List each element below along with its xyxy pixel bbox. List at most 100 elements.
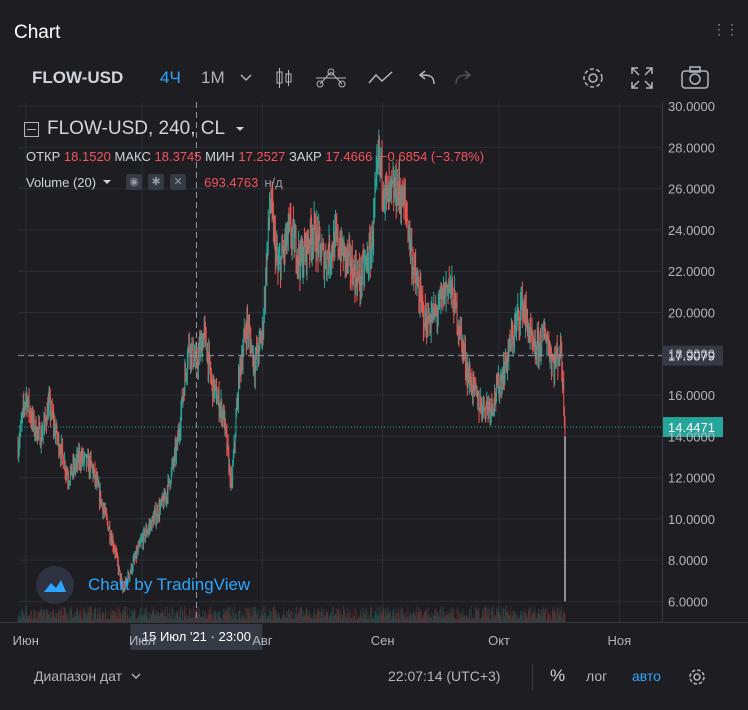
volume-bar: [555, 611, 556, 622]
candle-body: [268, 218, 270, 222]
candle-body: [493, 405, 495, 410]
volume-bar: [131, 610, 133, 622]
candle-body: [251, 345, 253, 347]
volume-bar: [452, 617, 454, 622]
auto-scale-toggle[interactable]: авто: [632, 668, 661, 684]
candle-body: [350, 271, 352, 273]
settings-small-icon[interactable]: ✱: [148, 174, 165, 190]
gear-icon[interactable]: [579, 64, 607, 92]
chart-settings-gear-icon[interactable]: [686, 666, 708, 688]
candle-body: [166, 493, 168, 500]
legend-title[interactable]: FLOW-USD, 240, CL: [47, 118, 226, 139]
interval-1m-button[interactable]: 1М: [201, 68, 225, 87]
percent-scale-toggle[interactable]: %: [550, 666, 566, 685]
eye-icon[interactable]: ◉: [126, 174, 143, 190]
collapse-legend-icon[interactable]: [24, 121, 39, 137]
volume-bar: [221, 618, 223, 622]
chevron-down-icon[interactable]: [239, 66, 253, 102]
candle-body: [495, 398, 497, 400]
volume-bar: [377, 615, 378, 622]
legend-menu-chevron-icon[interactable]: [233, 122, 247, 136]
volume-bar: [473, 618, 475, 622]
volume-bar: [487, 608, 488, 622]
volume-bar: [90, 606, 92, 622]
volume-menu-chevron-icon[interactable]: [102, 177, 112, 187]
candle-body: [104, 510, 106, 512]
volume-bar: [18, 618, 20, 622]
camera-icon[interactable]: [680, 65, 710, 91]
symbol-button[interactable]: FLOW-USD: [32, 68, 124, 87]
candles-icon[interactable]: [274, 66, 294, 90]
volume-bar: [88, 612, 90, 622]
volume-bar: [396, 613, 397, 622]
candle-body: [485, 404, 487, 417]
volume-bar: [552, 607, 554, 622]
volume-bar: [24, 613, 25, 622]
candle-body: [72, 461, 74, 473]
x-tick-label: Авг: [252, 633, 273, 648]
tradingview-watermark[interactable]: Chart by TradingView: [36, 566, 250, 604]
volume-bar: [522, 611, 524, 622]
candle-body: [408, 226, 410, 235]
volume-bar: [355, 619, 356, 622]
volume-bar: [429, 614, 430, 622]
volume-bar: [342, 615, 343, 622]
candle-body: [550, 350, 552, 354]
candle-body: [507, 353, 509, 360]
candle-body: [230, 474, 232, 484]
log-scale-toggle[interactable]: лог: [586, 668, 608, 684]
candle-body: [54, 423, 56, 435]
volume-bar: [204, 610, 206, 622]
volume-bar: [404, 612, 406, 622]
fullscreen-icon[interactable]: [629, 65, 655, 91]
volume-bar: [103, 612, 104, 622]
candle-body: [165, 497, 167, 500]
volume-bar: [355, 610, 357, 622]
volume-bar: [125, 613, 127, 622]
volume-bar: [533, 612, 534, 622]
undo-icon[interactable]: [416, 66, 438, 90]
candle-body: [80, 462, 82, 465]
candle-body: [551, 359, 553, 367]
close-label: ЗАКР: [288, 149, 322, 164]
candle-body: [540, 336, 541, 352]
candle-body: [257, 344, 259, 354]
volume-bar: [113, 615, 115, 622]
last-price-label-bg: [663, 417, 723, 438]
volume-bar: [475, 607, 477, 622]
candle-body: [224, 419, 226, 429]
date-range-button[interactable]: Диапазон дат: [34, 668, 142, 684]
remove-icon[interactable]: ✕: [170, 174, 187, 190]
candle-body: [483, 397, 485, 410]
clock-time[interactable]: 22:07:14 (UTC+3): [388, 668, 501, 684]
candle-body: [72, 472, 73, 476]
candle-body: [38, 424, 40, 431]
volume-bar: [457, 619, 459, 622]
interval-4h-button[interactable]: 4Ч: [160, 68, 181, 87]
volume-bar: [149, 612, 150, 622]
line-tool-icon[interactable]: [367, 66, 395, 90]
volume-bar: [545, 607, 546, 622]
candle-body: [327, 253, 329, 258]
candle-body: [156, 517, 157, 523]
volume-bar: [474, 606, 476, 622]
candle-body: [366, 256, 368, 258]
volume-bar: [427, 616, 429, 622]
volume-bar: [87, 606, 89, 622]
candle-body: [560, 338, 562, 353]
volume-bar: [216, 619, 217, 622]
volume-bar: [508, 614, 510, 622]
candle-body: [42, 428, 44, 434]
volume-bar: [439, 610, 440, 622]
volume-label[interactable]: Volume (20): [26, 174, 97, 190]
volume-bar: [412, 613, 413, 622]
volume-bar: [119, 612, 121, 622]
candle-body: [383, 193, 384, 201]
volume-bar: [403, 616, 405, 622]
volume-bar: [108, 618, 110, 622]
candle-body: [107, 521, 109, 530]
indicators-icon[interactable]: [315, 66, 347, 90]
candle-body: [281, 245, 283, 257]
watermark-text: Chart by TradingView: [88, 575, 251, 594]
